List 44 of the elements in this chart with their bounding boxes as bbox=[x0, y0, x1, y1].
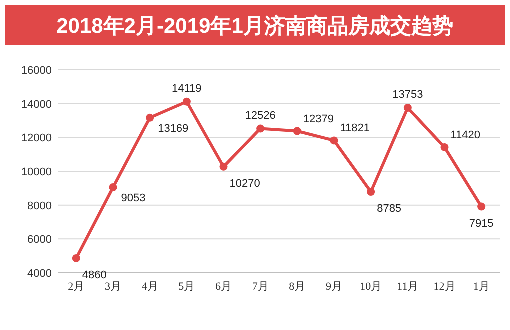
data-label: 10270 bbox=[230, 178, 260, 190]
y-tick-label: 4000 bbox=[28, 268, 52, 280]
y-tick-label: 12000 bbox=[21, 132, 52, 145]
data-label: 11821 bbox=[340, 122, 370, 135]
data-label: 14119 bbox=[172, 82, 202, 95]
x-tick-label: 7月 bbox=[252, 281, 269, 293]
y-tick-label: 14000 bbox=[21, 98, 52, 111]
data-label: 7915 bbox=[469, 218, 494, 230]
data-label: 13753 bbox=[392, 89, 424, 102]
point bbox=[404, 104, 412, 112]
data-label: 11420 bbox=[450, 129, 481, 142]
x-tick-label: 8月 bbox=[289, 281, 306, 293]
x-tick-label: 1月 bbox=[473, 281, 490, 293]
x-tick-label: 2月 bbox=[68, 281, 85, 293]
x-tick-label: 5月 bbox=[178, 281, 196, 293]
data-label: 8785 bbox=[377, 203, 402, 216]
point bbox=[256, 124, 265, 133]
x-tick-label: 9月 bbox=[326, 281, 342, 293]
x-tick-label: 3月 bbox=[105, 281, 122, 293]
point bbox=[109, 184, 118, 192]
point bbox=[182, 98, 191, 106]
x-tick-label: 12月 bbox=[434, 281, 456, 293]
y-tick-label: 8000 bbox=[28, 200, 52, 212]
point bbox=[220, 162, 228, 171]
point bbox=[478, 202, 486, 211]
point bbox=[440, 143, 449, 152]
point bbox=[72, 254, 80, 262]
data-label: 13169 bbox=[158, 122, 189, 135]
chart-title: 2018年2月-2019年1月济南商品房成交趋势 bbox=[56, 14, 454, 38]
point bbox=[367, 188, 376, 196]
data-label: 12526 bbox=[245, 110, 276, 122]
data-label: 12379 bbox=[303, 113, 334, 126]
x-tick-label: 4月 bbox=[142, 281, 158, 293]
x-tick-label: 6月 bbox=[216, 281, 232, 293]
y-tick-label: 6000 bbox=[28, 234, 52, 246]
data-label: 4860 bbox=[82, 269, 107, 282]
point bbox=[293, 127, 302, 136]
point bbox=[330, 136, 338, 145]
x-tick-label: 11月 bbox=[397, 281, 419, 293]
x-tick-label: 10月 bbox=[360, 281, 382, 293]
point bbox=[146, 114, 154, 122]
data-label: 9053 bbox=[121, 192, 146, 205]
y-tick-label: 16000 bbox=[21, 65, 52, 77]
y-tick-label: 10000 bbox=[21, 166, 52, 178]
